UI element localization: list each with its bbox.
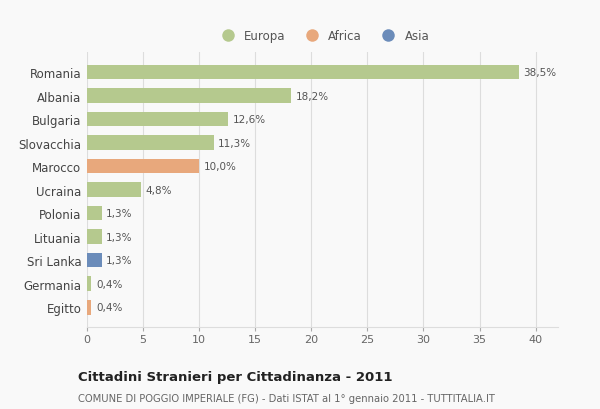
Legend: Europa, Africa, Asia: Europa, Africa, Asia xyxy=(212,26,433,46)
Bar xyxy=(87,65,519,80)
Bar xyxy=(87,112,228,127)
Text: COMUNE DI POGGIO IMPERIALE (FG) - Dati ISTAT al 1° gennaio 2011 - TUTTITALIA.IT: COMUNE DI POGGIO IMPERIALE (FG) - Dati I… xyxy=(78,393,495,403)
Text: 1,3%: 1,3% xyxy=(106,256,133,265)
Bar xyxy=(87,253,101,268)
Bar xyxy=(87,136,214,151)
Text: Cittadini Stranieri per Cittadinanza - 2011: Cittadini Stranieri per Cittadinanza - 2… xyxy=(78,370,392,383)
Text: 0,4%: 0,4% xyxy=(96,303,122,312)
Text: 12,6%: 12,6% xyxy=(233,115,266,125)
Bar xyxy=(87,300,91,315)
Bar xyxy=(87,277,91,291)
Text: 18,2%: 18,2% xyxy=(296,91,329,101)
Text: 38,5%: 38,5% xyxy=(523,68,556,78)
Text: 1,3%: 1,3% xyxy=(106,209,133,219)
Bar xyxy=(87,207,101,221)
Bar xyxy=(87,89,291,103)
Bar xyxy=(87,183,141,198)
Bar xyxy=(87,230,101,244)
Bar xyxy=(87,160,199,174)
Text: 1,3%: 1,3% xyxy=(106,232,133,242)
Text: 11,3%: 11,3% xyxy=(218,138,251,148)
Text: 0,4%: 0,4% xyxy=(96,279,122,289)
Text: 4,8%: 4,8% xyxy=(145,185,172,195)
Text: 10,0%: 10,0% xyxy=(203,162,236,172)
